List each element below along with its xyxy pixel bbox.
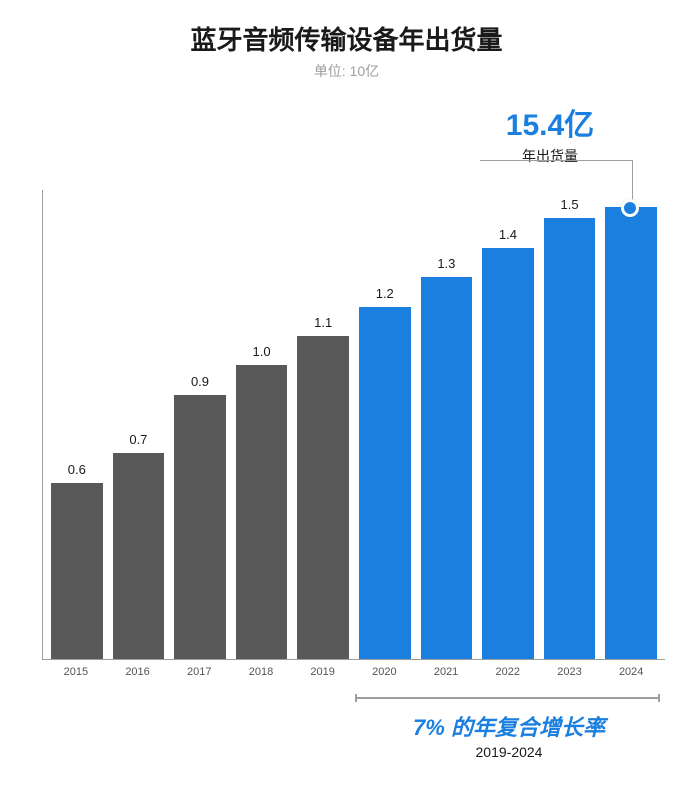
bar bbox=[482, 248, 534, 659]
x-axis-label: 2016 bbox=[112, 660, 164, 685]
bar-slot bbox=[605, 201, 657, 659]
bar bbox=[421, 277, 473, 659]
bar-slot: 1.2 bbox=[359, 286, 411, 660]
bar bbox=[51, 483, 103, 659]
cagr-years: 2019-2024 bbox=[355, 744, 663, 760]
bar-value-label: 1.0 bbox=[253, 344, 271, 359]
x-axis-label: 2017 bbox=[173, 660, 225, 685]
bar bbox=[236, 365, 288, 659]
bar-value-label: 0.7 bbox=[129, 432, 147, 447]
chart-plot: 0.6 0.7 0.9 1.0 1.1 1.2 1.3 1.4 1.5 bbox=[42, 190, 665, 660]
bar-slot: 1.4 bbox=[482, 227, 534, 659]
bar-slot: 0.9 bbox=[174, 374, 226, 659]
bar-chart: 0.6 0.7 0.9 1.0 1.1 1.2 1.3 1.4 1.5 2015 2016 2017… bbox=[42, 190, 665, 685]
bar bbox=[174, 395, 226, 659]
callout-value: 15.4亿 bbox=[470, 100, 630, 144]
x-axis-label: 2015 bbox=[50, 660, 102, 685]
bar bbox=[544, 218, 596, 659]
bar-slot: 0.6 bbox=[51, 462, 103, 659]
bar-slot: 1.3 bbox=[421, 256, 473, 659]
bar-value-label: 1.5 bbox=[561, 197, 579, 212]
forecast-edge-left bbox=[355, 694, 357, 702]
x-axis-label: 2020 bbox=[359, 660, 411, 685]
bar bbox=[297, 336, 349, 659]
bar-value-label: 1.4 bbox=[499, 227, 517, 242]
bar bbox=[113, 453, 165, 659]
x-axis-label: 2022 bbox=[482, 660, 534, 685]
bar bbox=[605, 207, 657, 659]
x-axis-label: 2021 bbox=[420, 660, 472, 685]
bar bbox=[359, 307, 411, 660]
bar-slot: 0.7 bbox=[113, 432, 165, 659]
cagr-text: 7% 的年复合增长率 bbox=[355, 710, 663, 742]
x-axis-label: 2018 bbox=[235, 660, 287, 685]
chart-title: 蓝牙音频传输设备年出货量 bbox=[30, 20, 663, 57]
bar-value-label: 1.3 bbox=[437, 256, 455, 271]
forecast-range-line bbox=[355, 697, 660, 699]
bar-slot: 1.0 bbox=[236, 344, 288, 659]
bar-value-label: 0.9 bbox=[191, 374, 209, 389]
x-axis-label: 2019 bbox=[297, 660, 349, 685]
highlight-marker-icon bbox=[621, 199, 639, 217]
x-axis-label: 2023 bbox=[544, 660, 596, 685]
bar-value-label: 1.1 bbox=[314, 315, 332, 330]
bar-value-label: 0.6 bbox=[68, 462, 86, 477]
bar-slot: 1.1 bbox=[297, 315, 349, 659]
bar-slot: 1.5 bbox=[544, 197, 596, 659]
callout-block: 15.4亿 年出货量 bbox=[470, 100, 630, 166]
chart-subtitle: 单位: 10亿 bbox=[30, 61, 663, 81]
cagr-block: 7% 的年复合增长率 2019-2024 bbox=[355, 710, 663, 760]
x-axis-labels: 2015 2016 2017 2018 2019 2020 2021 2022 2023 2024 bbox=[42, 660, 665, 685]
bar-value-label: 1.2 bbox=[376, 286, 394, 301]
x-axis-label: 2024 bbox=[605, 660, 657, 685]
forecast-edge-right bbox=[658, 694, 660, 702]
